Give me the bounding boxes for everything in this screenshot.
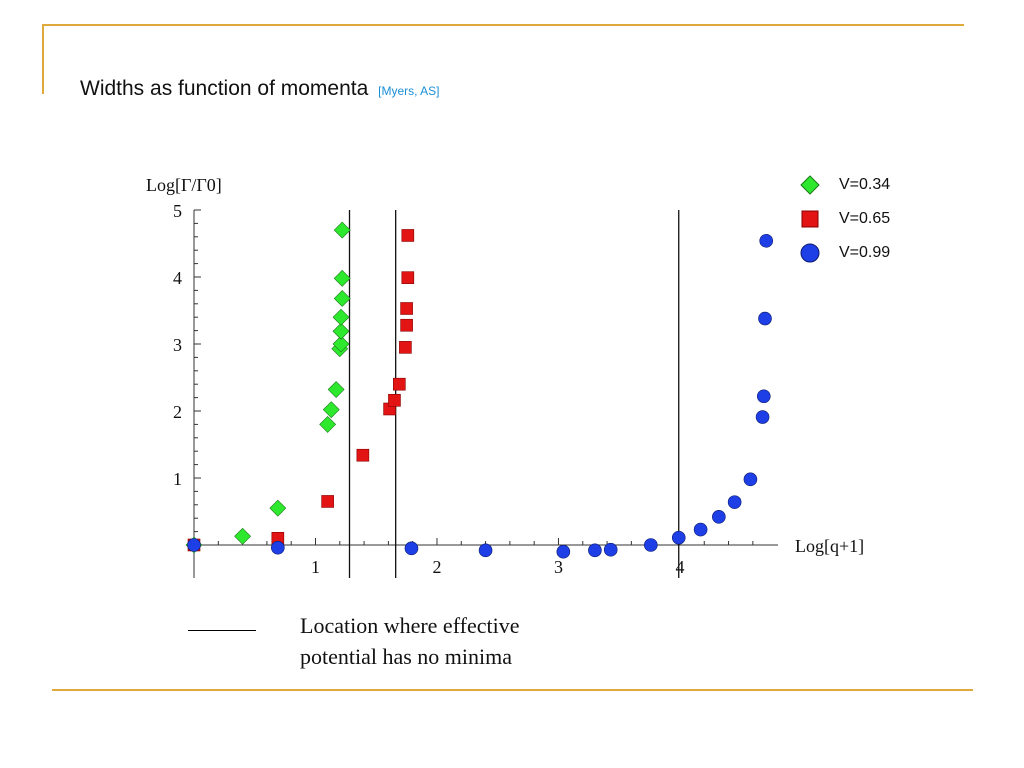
data-point-v099 [755,410,770,424]
frame-left-rule [42,24,44,94]
data-point-v099 [271,540,285,555]
x-tick-label: 1 [311,557,320,577]
data-point-v099 [588,543,602,558]
data-point-v099 [671,530,686,545]
y-tick-label: 3 [173,335,182,355]
legend-label: V=0.34 [839,176,891,193]
data-point-v034 [322,401,340,419]
data-point-v065 [356,448,370,462]
data-point-v034 [269,499,287,517]
diamond-marker-icon [800,175,820,195]
axes: 1 2 3 4 5 1 2 3 4 [173,201,778,578]
data-point-v034 [327,381,345,398]
slide-title: Widths as function of momenta [Myers, AS… [80,77,440,101]
data-point-v099 [187,538,201,552]
frame-top-rule [42,24,964,26]
citation: [Myers, AS] [378,84,440,98]
data-point-v034 [332,335,350,353]
data-point-v099 [759,234,774,248]
data-point-v099 [643,538,658,552]
note-text-line: potential has no minima [300,644,513,669]
legend-item-v099: V=0.99 [798,236,890,270]
data-point-v065 [321,495,334,508]
data-point-v034 [319,415,337,433]
data-points [185,221,774,559]
data-point-v099 [756,389,771,404]
legend-item-v065: V=0.65 [798,202,890,236]
data-point-v099 [693,522,708,537]
y-tick-label: 5 [173,201,182,221]
y-tick-label: 2 [173,402,182,422]
square-marker-icon [801,210,819,228]
data-point-v099 [556,544,571,559]
legend-label: V=0.65 [839,210,891,227]
y-axis-label: Log[Γ/Γ0] [146,175,222,195]
slide-title-text: Widths as function of momenta [80,77,369,100]
circle-marker-icon [800,243,820,263]
data-point-v099 [478,543,493,558]
legend-label: V=0.99 [839,244,891,261]
data-point-v034 [333,290,351,307]
data-point-v034 [333,221,351,239]
x-tick-label: 4 [675,557,684,577]
data-point-v099 [727,495,742,509]
data-point-v034 [333,269,351,287]
data-point-v065 [401,229,415,242]
data-point-v099 [603,542,618,557]
data-point-v065 [399,341,412,354]
data-point-v034 [332,308,350,326]
data-point-v099 [712,510,726,524]
data-point-v034 [332,322,350,340]
note-text-line: Location where effective [300,613,520,638]
x-tick-label: 2 [432,557,441,577]
data-point-v065 [400,302,413,315]
data-point-v034 [234,527,252,545]
data-point-v099 [758,311,772,326]
note-line-sample [188,630,256,631]
data-point-v099 [743,472,758,487]
data-point-v065 [388,393,401,407]
y-tick-label: 4 [173,268,182,288]
data-point-v065 [401,271,415,284]
data-point-v099 [404,541,419,556]
data-point-v065 [400,318,413,332]
x-axis-label: Log[q+1] [795,536,864,556]
data-point-v065 [393,377,406,391]
frame-bottom-rule [52,689,973,691]
legend-item-v034: V=0.34 [798,168,890,202]
note-text: Location where effective potential has n… [300,610,620,672]
y-tick-label: 1 [173,469,182,489]
legend: V=0.34 V=0.65 V=0.99 [798,168,890,270]
x-tick-label: 3 [554,557,563,577]
